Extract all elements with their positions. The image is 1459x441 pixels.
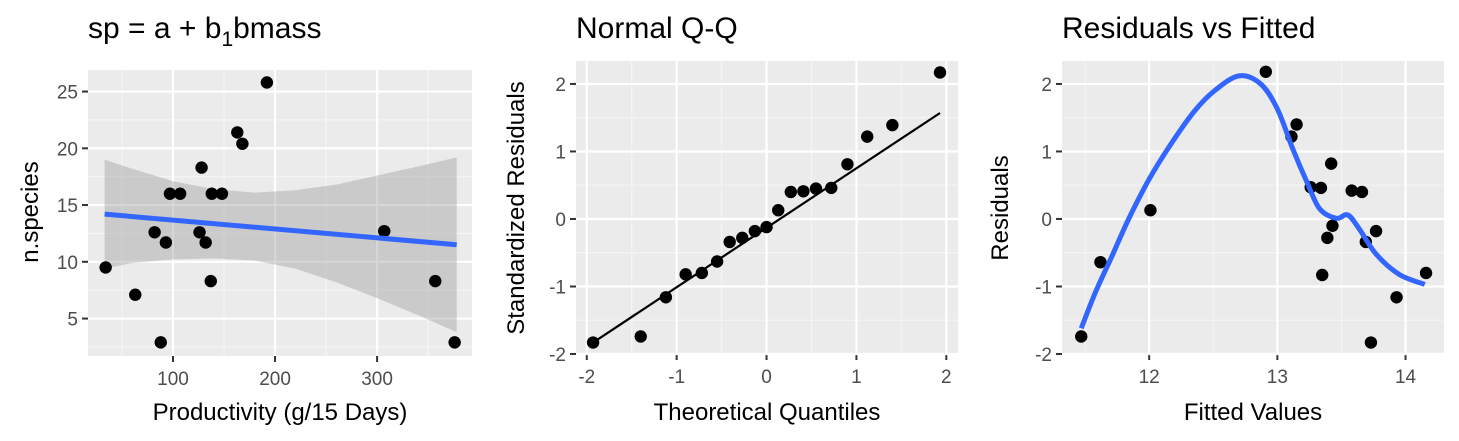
panel-title-residuals-fitted: Residuals vs Fitted xyxy=(1062,12,1315,45)
panel-background xyxy=(88,70,472,356)
data-point xyxy=(784,185,798,199)
data-point xyxy=(1259,65,1273,79)
x-tick-label: 0 xyxy=(761,367,772,388)
data-point xyxy=(1326,219,1339,232)
y-tick-label: -1 xyxy=(1035,277,1052,298)
data-point xyxy=(695,266,709,280)
y-tick-label: 25 xyxy=(57,83,78,104)
x-axis-title-regression: Productivity (g/15 Days) xyxy=(153,399,408,426)
data-point xyxy=(1390,291,1403,304)
panel-title-regression: sp = a + b1bmass xyxy=(88,12,321,51)
y-tick-label: 20 xyxy=(57,139,78,160)
y-tick-label: 1 xyxy=(555,142,566,163)
y-tick-label: 2 xyxy=(555,75,566,96)
x-tick-label: 13 xyxy=(1267,367,1288,388)
data-point xyxy=(1364,336,1378,349)
data-point xyxy=(1144,204,1157,217)
data-point xyxy=(1316,268,1329,282)
confidence-ribbon xyxy=(104,157,457,333)
data-point xyxy=(1321,231,1334,245)
data-point xyxy=(159,236,173,249)
data-point xyxy=(679,268,692,281)
data-point xyxy=(1094,255,1107,269)
data-point xyxy=(1369,224,1383,238)
data-point xyxy=(841,158,854,171)
data-point xyxy=(1290,118,1303,131)
x-tick-label: -2 xyxy=(578,367,595,388)
x-tick-label: 100 xyxy=(157,369,189,390)
data-point xyxy=(148,226,161,239)
data-point xyxy=(260,76,274,89)
data-point xyxy=(129,288,142,301)
x-tick-label: -1 xyxy=(668,367,685,388)
panel-regression: sp = a + b1bmass 100 200 300 5 10 15 20 25 Prod… xyxy=(17,12,472,426)
data-point xyxy=(659,291,673,304)
data-point xyxy=(797,185,810,198)
plot-area-qq: -2 -1 0 1 2 -2 -1 0 1 2 xyxy=(549,61,958,388)
data-point xyxy=(231,126,244,139)
data-point xyxy=(861,130,874,143)
x-tick-label: 200 xyxy=(259,369,291,390)
data-point xyxy=(236,137,249,150)
data-point xyxy=(204,274,217,288)
data-point xyxy=(825,181,838,195)
y-tick-label: 15 xyxy=(57,196,78,217)
x-axis-title-qq: Theoretical Quantiles xyxy=(654,399,881,426)
data-point xyxy=(772,204,785,217)
x-tick-label: 1 xyxy=(851,367,862,388)
y-tick-label: -2 xyxy=(549,345,566,366)
loess-smooth-line xyxy=(1078,73,1426,330)
panel-title-qq: Normal Q-Q xyxy=(576,12,738,45)
data-point xyxy=(215,187,229,200)
data-point xyxy=(154,336,167,349)
data-point xyxy=(634,330,647,343)
x-tick-label: 14 xyxy=(1395,367,1417,388)
data-point xyxy=(199,236,212,249)
data-point xyxy=(723,235,736,249)
data-point xyxy=(193,226,206,239)
y-axis-title-residuals-fitted: Residuals xyxy=(987,155,1014,260)
data-point xyxy=(1419,266,1433,280)
data-point xyxy=(99,261,112,274)
plot-area-regression: 100 200 300 5 10 15 20 25 xyxy=(57,70,472,390)
y-tick-label: 2 xyxy=(1041,75,1052,96)
y-tick-label: -1 xyxy=(549,277,566,298)
data-point xyxy=(448,336,461,349)
y-tick-label: 0 xyxy=(1041,210,1052,231)
data-point xyxy=(173,187,187,200)
panel-qq: Normal Q-Q -2 -1 0 1 2 -2 -1 0 1 2 Theoretical Qu… xyxy=(503,12,958,426)
data-point xyxy=(429,274,442,288)
data-point xyxy=(1314,181,1328,195)
panel-background xyxy=(1062,61,1444,354)
y-tick-label: 10 xyxy=(57,253,78,274)
y-axis-title-regression: n.species xyxy=(17,161,44,262)
y-tick-label: -2 xyxy=(1035,345,1052,366)
x-tick-label: 2 xyxy=(941,367,952,388)
data-point xyxy=(195,161,208,174)
data-point xyxy=(1355,185,1369,199)
y-tick-label: 5 xyxy=(67,310,78,331)
x-tick-label: 300 xyxy=(361,369,393,390)
data-point xyxy=(1345,184,1358,197)
data-point xyxy=(886,118,899,132)
data-point xyxy=(163,187,177,200)
x-axis-title-residuals-fitted: Fitted Values xyxy=(1184,399,1322,426)
y-axis-title-qq: Standardized Residuals xyxy=(503,81,530,335)
qq-reference-line xyxy=(592,112,941,344)
x-tick-label: 12 xyxy=(1139,367,1160,388)
data-point xyxy=(933,66,947,79)
data-point xyxy=(1324,157,1338,170)
data-point xyxy=(1075,330,1088,343)
data-point xyxy=(378,224,391,238)
regression-line xyxy=(104,211,457,248)
y-tick-label: 0 xyxy=(555,210,566,231)
data-point xyxy=(205,187,218,200)
y-tick-label: 1 xyxy=(1041,142,1052,163)
